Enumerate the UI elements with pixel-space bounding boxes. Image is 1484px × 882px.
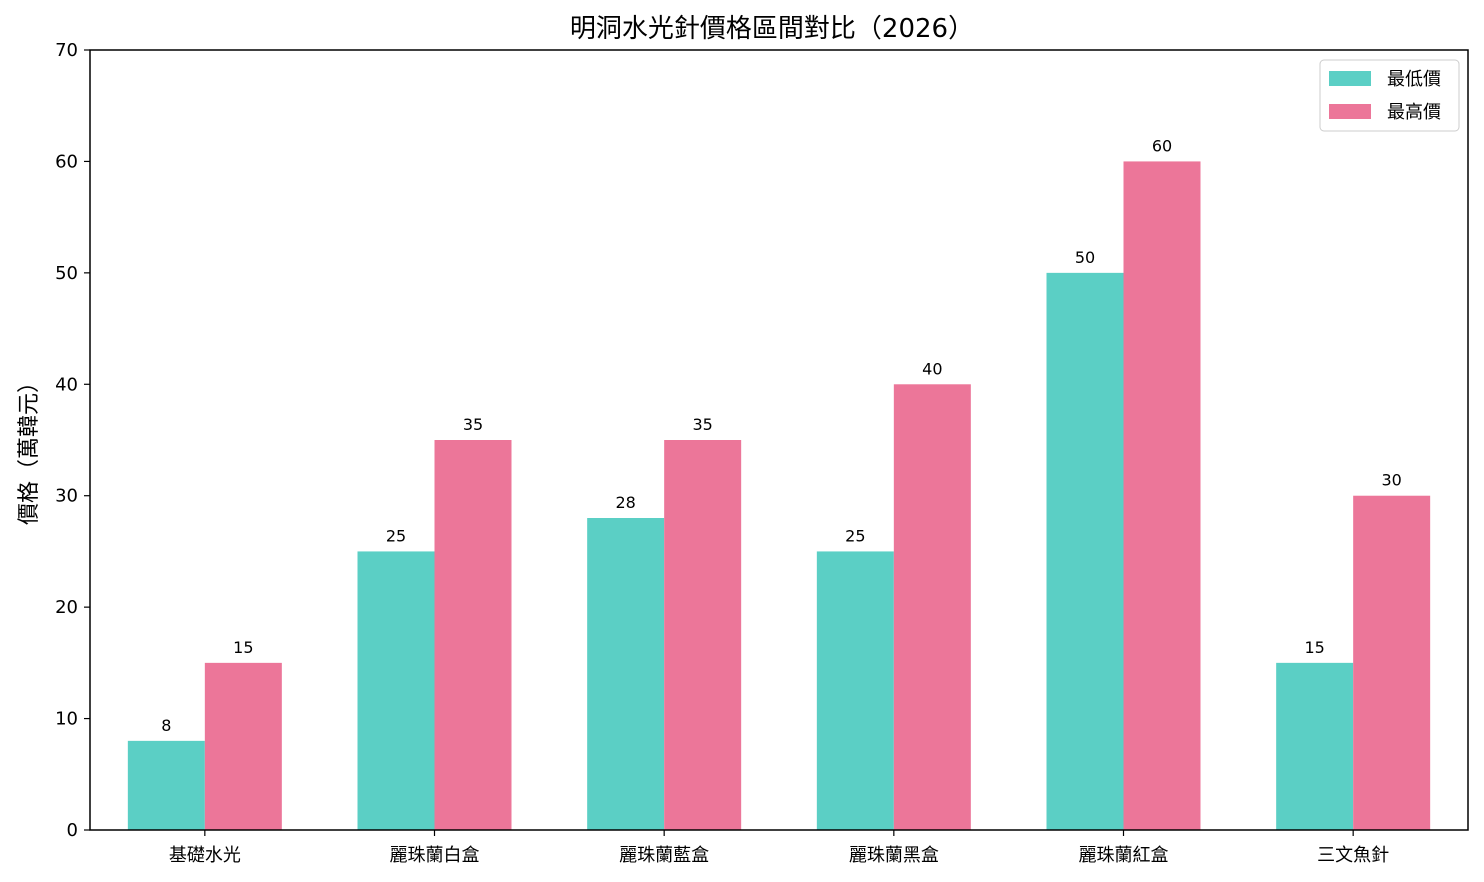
bar-value-label: 25 — [845, 526, 865, 545]
x-tick-label: 麗珠蘭藍盒 — [619, 845, 709, 866]
bar-min-price — [817, 551, 894, 830]
y-tick-label: 50 — [55, 263, 78, 284]
y-axis: 0 10 20 30 40 50 60 70 — [55, 40, 90, 841]
legend-swatch — [1329, 104, 1371, 119]
bar-max-price — [1124, 161, 1201, 830]
legend-swatch — [1329, 71, 1371, 86]
y-tick-label: 20 — [55, 597, 78, 618]
bars-group — [128, 161, 1430, 830]
bar-value-label: 15 — [1304, 638, 1324, 657]
y-tick-label: 60 — [55, 151, 78, 172]
bar-value-label: 40 — [922, 359, 942, 378]
bar-min-price — [1276, 663, 1353, 830]
bar-min-price — [1047, 273, 1124, 830]
bar-value-label: 25 — [386, 526, 406, 545]
x-tick-label: 麗珠蘭黑盒 — [849, 845, 939, 866]
bar-min-price — [128, 741, 205, 830]
plot-area-frame — [90, 50, 1468, 830]
y-tick-label: 70 — [55, 40, 78, 61]
bar-value-label: 30 — [1381, 471, 1401, 490]
bar-max-price — [205, 663, 282, 830]
x-tick-label: 麗珠蘭白盒 — [390, 845, 480, 866]
y-tick-label: 40 — [55, 374, 78, 395]
legend-label: 最高價 — [1387, 102, 1441, 123]
legend-label: 最低價 — [1387, 69, 1441, 90]
y-tick-label: 30 — [55, 486, 78, 507]
bar-max-price — [435, 440, 512, 830]
bar-min-price — [587, 518, 664, 830]
y-axis-label: 價格（萬韓元） — [17, 371, 42, 525]
x-tick-label: 三文魚針 — [1317, 845, 1389, 866]
x-tick-label: 基礎水光 — [169, 845, 241, 866]
bar-value-label: 8 — [161, 716, 171, 735]
bar-value-label: 35 — [463, 415, 483, 434]
data-labels-group: 8 15 25 35 28 35 25 40 50 60 15 30 — [161, 136, 1402, 734]
bar-min-price — [358, 551, 435, 830]
bar-value-label: 50 — [1075, 248, 1095, 267]
bar-max-price — [664, 440, 741, 830]
x-tick-label: 麗珠蘭紅盒 — [1079, 845, 1169, 866]
bar-value-label: 28 — [615, 493, 635, 512]
bar-max-price — [1353, 496, 1430, 830]
bar-value-label: 60 — [1152, 136, 1172, 155]
chart-title: 明洞水光針價格區間對比（2026） — [570, 14, 974, 44]
x-axis: 基礎水光 麗珠蘭白盒 麗珠蘭藍盒 麗珠蘭黑盒 麗珠蘭紅盒 三文魚針 — [169, 830, 1389, 866]
bar-value-label: 15 — [233, 638, 253, 657]
y-tick-label: 0 — [67, 820, 78, 841]
bar-max-price — [894, 384, 971, 830]
bar-value-label: 35 — [692, 415, 712, 434]
y-tick-label: 10 — [55, 709, 78, 730]
